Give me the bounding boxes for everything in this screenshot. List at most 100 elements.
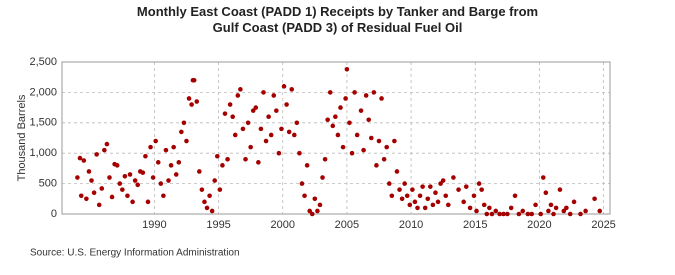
point: [84, 196, 89, 202]
point: [96, 202, 102, 208]
point: [204, 205, 210, 211]
point: [435, 199, 441, 205]
point: [91, 190, 97, 196]
point: [109, 194, 115, 200]
point: [368, 135, 374, 141]
point: [173, 172, 179, 177]
point: [420, 184, 425, 189]
point: [428, 184, 433, 189]
point: [484, 211, 490, 217]
point: [125, 193, 130, 199]
point: [543, 190, 549, 196]
y-tick-label: 2,500: [29, 56, 57, 68]
point: [335, 132, 341, 138]
y-tick-label: 500: [39, 178, 57, 190]
point: [366, 117, 372, 123]
point: [415, 205, 420, 211]
point: [567, 211, 573, 217]
plot-frame: [61, 61, 611, 215]
point: [114, 163, 120, 168]
point: [505, 211, 510, 217]
point: [150, 175, 156, 180]
point: [578, 211, 583, 217]
point: [263, 138, 269, 144]
point: [371, 90, 377, 95]
point: [75, 175, 80, 180]
point: [451, 175, 456, 180]
point: [245, 120, 251, 126]
y-tick-label: 2,000: [29, 86, 57, 98]
point: [145, 199, 151, 205]
point: [546, 208, 551, 214]
point: [384, 144, 389, 150]
point: [171, 144, 176, 150]
x-tick-label: 1990: [142, 219, 166, 231]
point: [386, 181, 392, 186]
point: [392, 138, 397, 144]
point: [297, 150, 302, 156]
point: [325, 117, 330, 123]
point: [548, 202, 554, 208]
y-tick-label: 1,000: [29, 147, 57, 159]
point: [250, 108, 256, 113]
point: [410, 187, 415, 192]
point: [281, 84, 287, 89]
point: [412, 199, 418, 205]
point: [284, 102, 289, 107]
point: [256, 160, 261, 165]
point: [529, 211, 535, 217]
point: [107, 175, 112, 180]
point: [438, 181, 443, 186]
point: [117, 181, 123, 186]
point: [404, 193, 410, 199]
point: [248, 144, 253, 150]
point: [135, 182, 141, 188]
point: [389, 193, 395, 199]
point: [294, 120, 300, 126]
point: [302, 193, 307, 199]
point: [217, 187, 223, 192]
point: [207, 193, 212, 199]
point: [253, 105, 259, 110]
point: [402, 181, 407, 186]
point: [307, 208, 312, 214]
point: [443, 193, 449, 199]
x-tick-label: 2025: [591, 219, 615, 231]
point: [561, 208, 567, 214]
point: [230, 114, 235, 120]
point: [289, 87, 295, 92]
point: [291, 132, 297, 138]
point: [516, 211, 522, 217]
point: [512, 193, 518, 199]
point: [433, 190, 438, 196]
x-tick-label: 2015: [463, 219, 487, 231]
point: [352, 90, 357, 95]
point: [463, 184, 469, 189]
point: [417, 193, 423, 199]
point: [374, 163, 379, 168]
point: [78, 193, 84, 199]
point: [597, 208, 603, 214]
point: [520, 208, 526, 214]
point: [422, 205, 428, 211]
point: [474, 208, 479, 214]
y-tick-label: 1,500: [29, 117, 57, 129]
point: [86, 169, 92, 174]
point: [501, 211, 506, 217]
point: [508, 205, 514, 211]
x-tick-label: 2000: [270, 219, 294, 231]
point: [394, 169, 400, 174]
point: [209, 208, 215, 214]
point: [276, 150, 282, 156]
point: [179, 129, 184, 135]
point: [399, 196, 405, 202]
point: [158, 181, 164, 186]
point: [168, 163, 174, 168]
y-axis-label: Thousand Barrels: [16, 94, 28, 181]
point: [525, 211, 531, 217]
point: [261, 90, 266, 95]
point: [197, 169, 202, 174]
point: [194, 99, 200, 104]
